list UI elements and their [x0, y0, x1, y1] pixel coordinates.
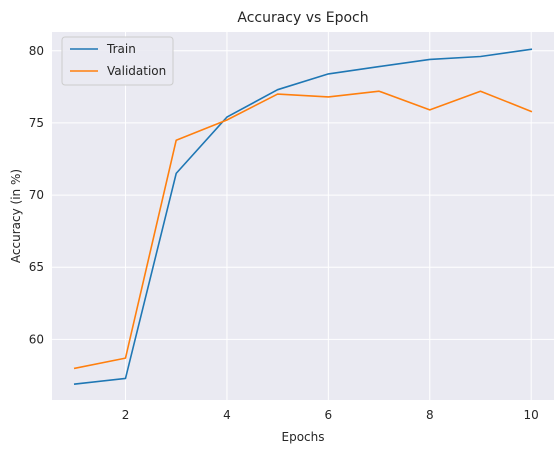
series-lines: [73, 48, 533, 385]
y-tick-label: 75: [29, 116, 44, 130]
x-tick-label: 10: [524, 408, 539, 422]
legend-label: Train: [106, 42, 136, 56]
plot-area: [52, 32, 554, 400]
x-tick-label: 6: [325, 408, 333, 422]
x-axis-title: Epochs: [282, 430, 325, 444]
y-tick-label: 65: [29, 260, 44, 274]
series-line-validation: [73, 90, 533, 370]
series-line-train: [73, 48, 533, 385]
legend-label: Validation: [107, 64, 166, 78]
tick-labels: 2 4 6 8 10 60 65 70 75 80: [29, 44, 539, 422]
legend: Train Validation: [61, 36, 174, 86]
y-axis-title: Accuracy (in %): [9, 169, 23, 263]
chart-title: Accuracy vs Epoch: [237, 10, 368, 26]
y-tick-label: 70: [29, 188, 44, 202]
x-tick-label: 4: [223, 408, 231, 422]
x-tick-label: 2: [122, 408, 130, 422]
y-tick-label: 80: [29, 44, 44, 58]
x-tick-label: 8: [426, 408, 434, 422]
y-tick-label: 60: [29, 332, 44, 346]
